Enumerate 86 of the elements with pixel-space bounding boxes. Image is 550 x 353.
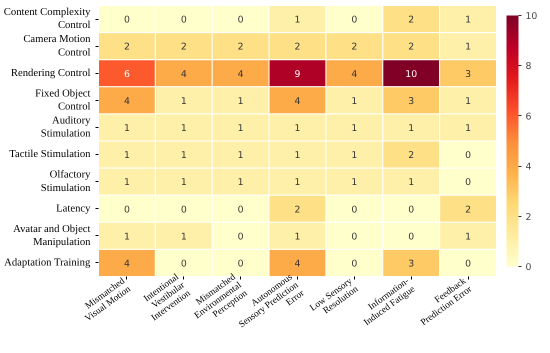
data-label: 1 — [238, 96, 244, 107]
data-label: 0 — [351, 204, 358, 216]
data-label: 0 — [351, 14, 358, 26]
data-label: 0 — [238, 14, 244, 26]
data-label: 0 — [465, 177, 472, 188]
y-tick-label: Content Complexity Control — [4, 6, 92, 32]
y-tick-label: Fixed Object Control — [35, 88, 91, 112]
data-label: 1 — [351, 177, 358, 188]
data-label: 1 — [351, 96, 358, 107]
color-bar-label: 0 — [526, 262, 532, 273]
data-label: 2 — [351, 42, 358, 53]
data-label: 2 — [408, 42, 414, 53]
data-label: 1 — [294, 177, 301, 188]
data-label: 9 — [294, 68, 301, 80]
y-tick-label: Avatar and Object Manipulation — [13, 224, 92, 248]
data-label: 1 — [180, 150, 187, 162]
data-label: 1 — [408, 122, 414, 134]
y-tick-label: Tactile Stimulation — [9, 149, 92, 160]
data-label: 2 — [408, 150, 414, 162]
data-label: 0 — [238, 204, 244, 216]
data-label: 0 — [408, 204, 414, 216]
data-label: 4 — [238, 68, 244, 80]
data-label: 4 — [180, 68, 187, 80]
color-bar-label: 10 — [526, 11, 538, 22]
data-label: 1 — [238, 150, 244, 162]
data-label: 1 — [124, 122, 130, 134]
data-label: 0 — [351, 258, 358, 270]
data-label: 1 — [180, 122, 187, 134]
data-label: 2 — [408, 14, 414, 26]
data-label: 0 — [180, 14, 187, 26]
data-label: 4 — [294, 96, 301, 107]
data-label: 0 — [351, 231, 358, 242]
data-label: 10 — [405, 68, 418, 80]
data-label: 4 — [294, 258, 301, 270]
y-tick-label: Rendering Control — [10, 68, 91, 79]
data-label: 0 — [238, 231, 244, 242]
data-label: 1 — [465, 14, 472, 26]
data-label: 3 — [408, 96, 414, 107]
data-label: 1 — [180, 96, 187, 107]
data-label: 2 — [238, 42, 244, 53]
data-label: 0 — [124, 204, 130, 216]
color-bar-label: 8 — [526, 61, 532, 72]
data-label: 0 — [124, 14, 130, 26]
y-tick-label: Auditory Stimulation — [40, 115, 92, 140]
data-label: 1 — [465, 42, 472, 53]
data-label: 4 — [124, 258, 130, 270]
y-tick-label: Olfactory Stimulation — [40, 170, 92, 194]
data-label: 4 — [124, 96, 130, 107]
data-label: 4 — [351, 68, 358, 80]
data-label: 1 — [180, 231, 187, 242]
data-label: 1 — [124, 177, 130, 188]
data-label: 1 — [465, 96, 472, 107]
data-label: 0 — [180, 258, 187, 270]
data-label: 2 — [294, 204, 300, 216]
data-label: 1 — [180, 177, 187, 188]
y-tick-label: Camera Motion Control — [23, 34, 92, 58]
data-label: 1 — [124, 150, 130, 162]
data-label: 2 — [180, 42, 187, 53]
data-label: 0 — [465, 258, 472, 270]
data-label: 1 — [408, 177, 414, 188]
data-label: 1 — [351, 150, 358, 162]
data-label: 1 — [124, 231, 130, 242]
data-label: 0 — [180, 204, 187, 216]
data-label: 1 — [294, 14, 301, 26]
data-label: 0 — [238, 258, 244, 270]
data-label: 2 — [465, 204, 472, 216]
data-label: 1 — [294, 122, 301, 134]
data-label: 1 — [294, 231, 301, 242]
data-label: 1 — [294, 150, 301, 162]
data-label: 3 — [408, 258, 414, 270]
data-label: 1 — [238, 122, 244, 134]
data-label: 2 — [124, 42, 130, 53]
color-bar-label: 2 — [526, 212, 532, 223]
data-label: 6 — [124, 68, 130, 80]
color-bar-label: 4 — [526, 162, 532, 173]
data-label: 1 — [465, 122, 472, 134]
data-label: 0 — [465, 150, 472, 162]
data-label: 1 — [238, 177, 244, 188]
data-label: 1 — [351, 122, 358, 134]
data-label: 1 — [465, 231, 472, 242]
y-tick-label: Latency — [56, 203, 92, 214]
y-tick-label: Adaptation Training — [4, 257, 91, 268]
color-bar-label: 6 — [526, 111, 532, 122]
data-label: 3 — [465, 68, 472, 80]
data-label: 0 — [408, 231, 414, 242]
data-label: 2 — [294, 42, 300, 53]
